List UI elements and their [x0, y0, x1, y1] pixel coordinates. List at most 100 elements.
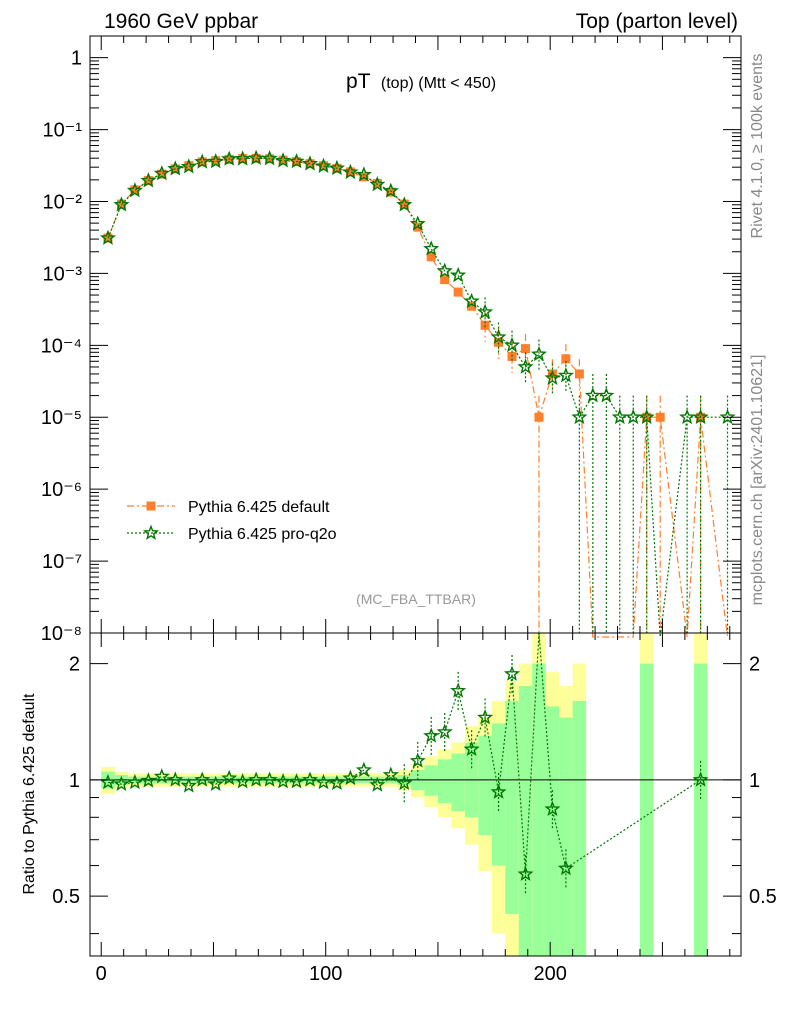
ratio-point-star [369, 776, 386, 792]
uncertainty-band-inner [505, 701, 519, 914]
data-point-star [301, 155, 319, 171]
data-point-star [531, 345, 547, 362]
ratio-point-star [288, 773, 305, 789]
uncertainty-band-inner [532, 663, 546, 956]
data-point-star [571, 408, 588, 425]
legend-marker-square [146, 501, 156, 511]
data-point-star [436, 262, 453, 278]
data-point-star [544, 369, 561, 386]
data-point-square [251, 153, 261, 163]
data-point-star [611, 408, 628, 425]
ratio-y-axis-label: Ratio to Pythia 6.425 default [21, 693, 38, 895]
data-point-star [490, 328, 507, 345]
x-tick-label: 100 [309, 963, 342, 985]
data-point-star [113, 196, 130, 212]
main-plot-frame [89, 35, 742, 634]
ratio-point-star [544, 800, 561, 817]
data-point-star [207, 153, 224, 169]
data-point-star [396, 196, 413, 212]
ratio-point-star [126, 773, 143, 790]
ratio-plot-panel: 0.5 0.5 1 1 2 2 0 100 200 Ratio to Pythia 6.425 … [21, 632, 777, 985]
data-point-star [180, 158, 197, 174]
ratio-y-tick-label-right: 0.5 [749, 886, 777, 908]
data-point-square [345, 167, 355, 177]
ratio-point-star [140, 772, 157, 788]
data-point-star [234, 150, 251, 166]
data-point-star [355, 166, 372, 182]
uncertainty-band-inner [424, 765, 438, 796]
data-point-star [625, 408, 642, 425]
ratio-y-tick-label: 0.5 [52, 886, 80, 908]
y-tick-label: 10⁻¹ [43, 120, 83, 142]
uncertainty-band-inner [693, 663, 708, 956]
data-point-square [386, 187, 396, 197]
legend-label: Pythia 6.425 pro-q2o [188, 526, 337, 543]
ratio-point-star [315, 773, 332, 790]
y-tick-label: 10⁻² [43, 191, 83, 213]
data-point-star [369, 176, 386, 192]
ratio-point-star [234, 773, 251, 789]
uncertainty-band-inner [559, 717, 573, 956]
legend-marker-star [142, 524, 160, 540]
ratio-point-star [423, 727, 440, 743]
ratio-point-star [221, 769, 238, 786]
data-point-square [520, 344, 530, 354]
analysis-annotation: (MC_FBA_TTBAR) [356, 591, 476, 607]
data-point-star [99, 229, 116, 245]
data-point-square [157, 169, 167, 179]
data-point-square [372, 178, 382, 188]
uncertainty-band-inner [518, 685, 533, 956]
ratio-point-star [275, 773, 292, 789]
data-point-star [477, 303, 494, 319]
y-tick-label: 10⁻⁸ [41, 623, 82, 645]
uncertainty-band-inner [478, 735, 492, 835]
data-point-square [426, 252, 436, 262]
ratio-point-star [490, 783, 507, 799]
data-point-star [342, 163, 359, 180]
data-point-square [440, 275, 450, 285]
ratio-point-star [477, 709, 494, 725]
main-plot-panel: 1 10⁻¹ 10⁻² 10⁻³ 10⁻⁴ 10⁻⁵ 10⁻⁶ 10⁻⁷ 10⁻⁸ pT (to… [41, 35, 742, 645]
header-right: Top (parton level) [576, 10, 738, 33]
data-point-star [409, 215, 426, 231]
uncertainty-band-inner [451, 753, 465, 812]
data-point-star [423, 240, 440, 256]
x-tick-label: 200 [534, 963, 567, 985]
data-point-star [517, 358, 534, 374]
data-point-star [328, 159, 345, 176]
x-tick-label: 0 [96, 963, 107, 985]
data-point-star [382, 182, 399, 198]
ratio-point-star [503, 665, 521, 681]
ratio-point-star [153, 768, 170, 784]
y-tick-label: 10⁻⁵ [41, 407, 82, 429]
data-point-square [574, 369, 584, 379]
plot-title-sub: (top) (Mtt < 450) [381, 75, 496, 92]
data-point-star [584, 387, 601, 403]
ratio-point-star [207, 775, 224, 791]
plot-title-main: pT [346, 70, 371, 93]
data-point-star [719, 408, 736, 425]
mcplots-label: mcplots.cern.ch [arXiv:2401.10621] [749, 355, 766, 606]
data-point-square [561, 354, 571, 364]
ratio-point-star [382, 766, 399, 782]
header-left: 1960 GeV ppbar [104, 10, 258, 33]
data-point-star [194, 153, 211, 169]
series-pythia-pro-q2o [99, 149, 736, 638]
y-tick-label: 10⁻⁶ [41, 479, 82, 501]
data-point-square [278, 155, 288, 165]
data-point-star [503, 336, 521, 353]
legend-label: Pythia 6.425 default [188, 499, 330, 516]
data-point-square [480, 320, 490, 330]
ratio-point-star [301, 771, 319, 787]
ratio-point-star [436, 723, 453, 739]
y-tick-label: 10⁻⁴ [41, 335, 82, 357]
data-point-star [261, 150, 278, 166]
data-point-square [399, 199, 409, 209]
data-point-square [318, 161, 328, 171]
ratio-point-star [557, 859, 574, 876]
ratio-y-tick-label: 1 [69, 770, 80, 792]
uncertainty-band-inner [437, 759, 452, 804]
data-point-star [126, 181, 143, 198]
ratio-point-star [248, 771, 265, 787]
